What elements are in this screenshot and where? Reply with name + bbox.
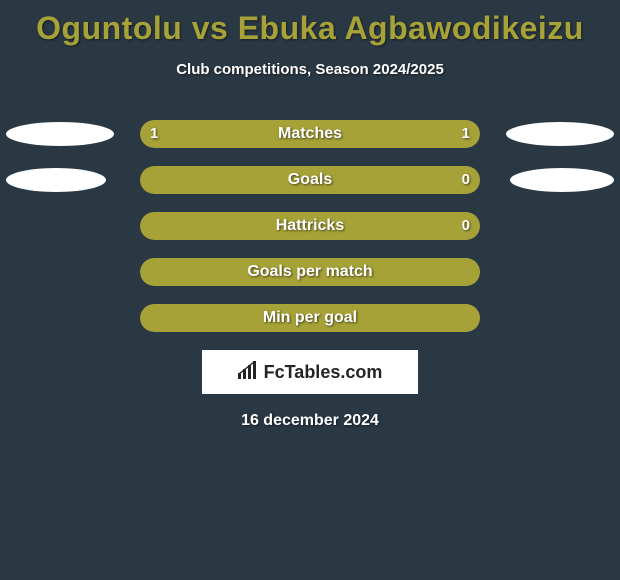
stats-rows: Matches11Goals0Hattricks0Goals per match… (0, 120, 620, 332)
stat-bar: Min per goal (140, 304, 480, 332)
player-right-ellipse (506, 122, 614, 146)
stat-value-left: 1 (150, 120, 158, 148)
date-text: 16 december 2024 (0, 412, 620, 430)
stat-bar: Goals per match (140, 258, 480, 286)
logo: FcTables.com (238, 361, 383, 384)
logo-box: FcTables.com (202, 350, 418, 394)
stat-label: Matches (140, 120, 480, 148)
stat-row: Matches1 1 (0, 120, 620, 148)
stat-bar: Matches1 1 (140, 120, 480, 148)
stat-value-right: 0 (462, 212, 470, 240)
stat-row: Hattricks0 (0, 212, 620, 240)
player-left-ellipse (6, 122, 114, 146)
stat-bar: Hattricks0 (140, 212, 480, 240)
page-title: Oguntolu vs Ebuka Agbawodikeizu (0, 0, 620, 47)
subtitle: Club competitions, Season 2024/2025 (0, 61, 620, 78)
bars-icon (238, 361, 260, 384)
stat-label: Hattricks (140, 212, 480, 240)
stat-label: Goals per match (140, 258, 480, 286)
stat-bar: Goals0 (140, 166, 480, 194)
stat-row: Goals per match (0, 258, 620, 286)
player-right-ellipse (510, 168, 614, 192)
stat-row: Min per goal (0, 304, 620, 332)
player-left-ellipse (6, 168, 106, 192)
stat-value-right: 1 (462, 120, 470, 148)
stat-row: Goals0 (0, 166, 620, 194)
stat-label: Min per goal (140, 304, 480, 332)
stat-label: Goals (140, 166, 480, 194)
stat-value-right: 0 (462, 166, 470, 194)
logo-text: FcTables.com (264, 362, 383, 383)
